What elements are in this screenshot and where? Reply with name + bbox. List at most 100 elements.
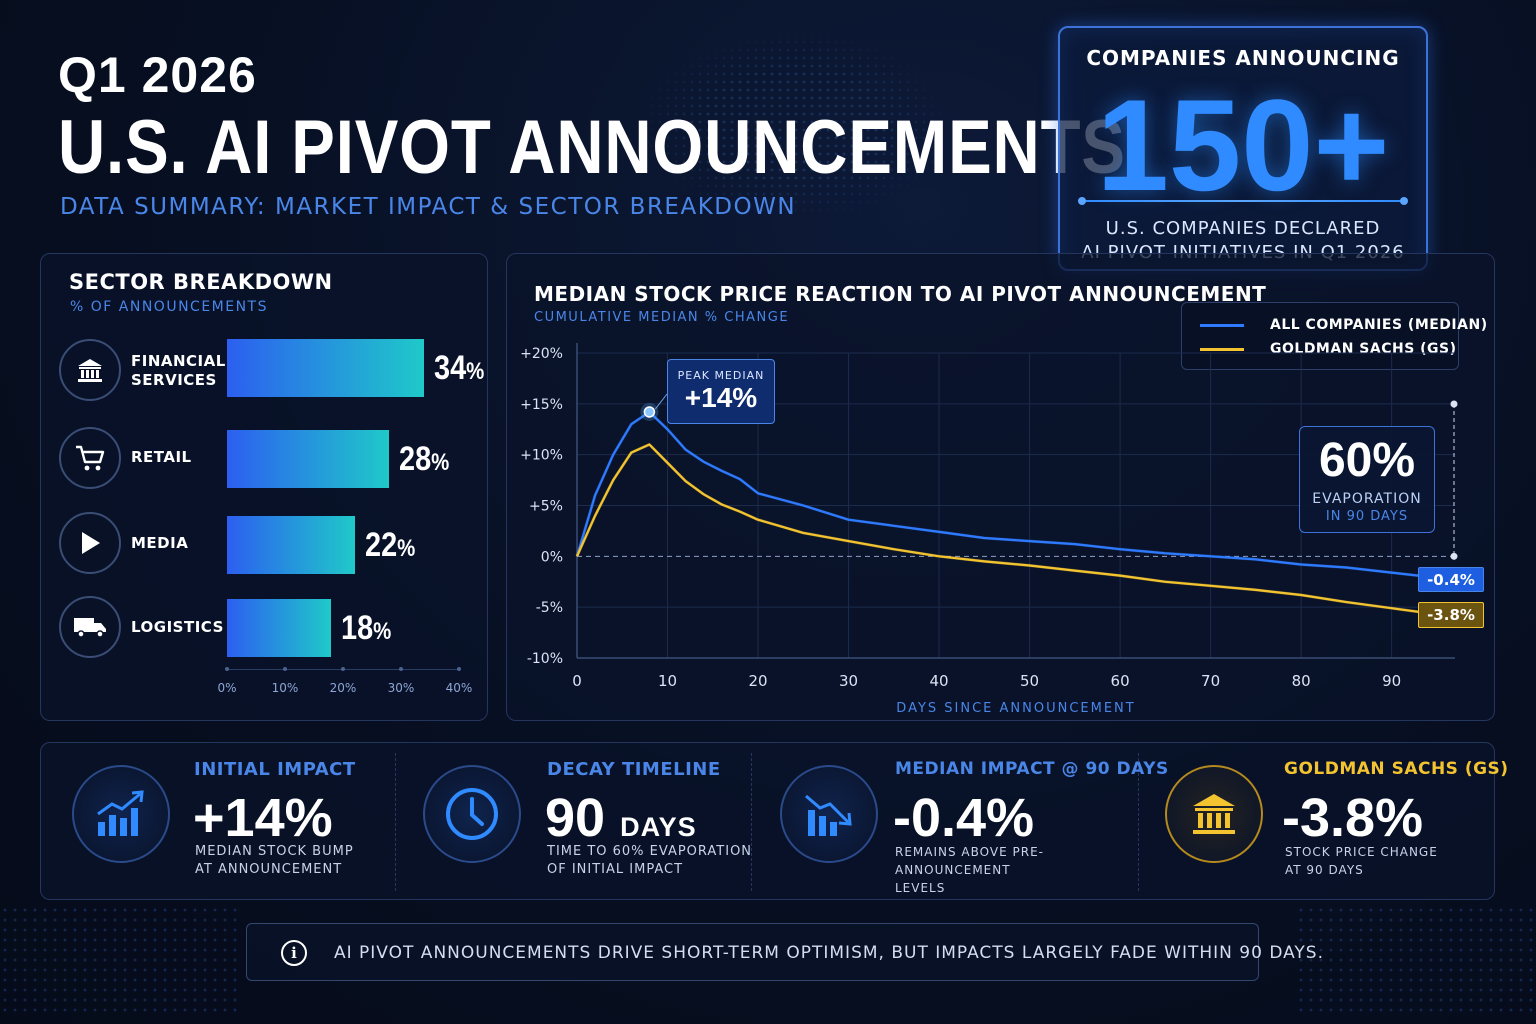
stat-separator (395, 753, 396, 891)
us-map-decoration (640, 30, 950, 220)
x-tick-label: 10 (658, 672, 677, 690)
stat-decay-note-line2: OF INITIAL IMPACT (547, 862, 684, 877)
y-tick-label: +10% (520, 448, 563, 464)
stat-gs-note-line1: STOCK PRICE CHANGE (1285, 845, 1438, 859)
sector-axis-tick-label: 30% (387, 681, 415, 695)
cart-icon (59, 427, 121, 489)
line-chart: +20% +15% +10% +5% 0% -5% -10% 0 10 20 30 40 50 60 70 8… (520, 343, 1458, 716)
end-label-gs: -3.8% (1418, 602, 1484, 628)
sector-axis-tick-label: 0% (217, 681, 237, 695)
insight-text: AI PIVOT ANNOUNCEMENTS DRIVE SHORT-TERM … (334, 943, 1324, 963)
y-tick-label: +5% (529, 499, 563, 515)
companies-count: 150+ (1096, 72, 1390, 218)
stat-initial-impact-note-line2: AT ANNOUNCEMENT (195, 862, 343, 877)
x-tick-label: 70 (1201, 672, 1220, 690)
x-tick-label: 30 (839, 672, 858, 690)
evaporation-sublabel: IN 90 DAYS (1325, 509, 1409, 524)
dot-grid-decoration-right (1296, 905, 1536, 1015)
sector-axis-tick-label: 10% (271, 681, 299, 695)
legend-swatch-gs (1200, 347, 1244, 351)
stat-initial-impact-heading: INITIAL IMPACT (194, 759, 356, 780)
end-label-all: -0.4% (1418, 567, 1484, 592)
x-axis-label: DAYS SINCE ANNOUNCEMENT (896, 701, 1135, 716)
sector-axis-tick (225, 667, 229, 671)
companies-card-divider (1078, 197, 1408, 205)
sector-axis-tick (283, 667, 287, 671)
info-icon: i (281, 940, 307, 966)
sector-label-financial: FINANCIAL SERVICES (131, 352, 226, 389)
stat-median-90-heading: MEDIAN IMPACT @ 90 DAYS (895, 759, 1169, 779)
sector-value-label: 18% (341, 609, 392, 647)
x-tick-label: 50 (1020, 672, 1039, 690)
peak-callout-value: +14% (684, 382, 758, 413)
sector-axis-tick-label: 20% (329, 681, 357, 695)
peak-callout: PEAK MEDIAN +14% (667, 359, 775, 424)
series-line-gs (575, 443, 1438, 616)
sector-label-retail: RETAIL (131, 448, 192, 466)
stat-decay-note: TIME TO 60% EVAPORATION OF INITIAL IMPAC… (547, 843, 787, 879)
stat-gs-heading: GOLDMAN SACHS (GS) (1284, 759, 1509, 779)
page-title: U.S. AI PIVOT ANNOUNCEMENTS (58, 105, 1126, 190)
legend-item-all: ALL COMPANIES (MEDIAN) (1200, 315, 1488, 335)
stat-median-90-note-line2: LEVELS (895, 881, 946, 895)
stat-separator (751, 753, 752, 891)
sector-label-logistics: LOGISTICS (131, 618, 224, 636)
sector-bar (227, 516, 355, 574)
chart-title: MEDIAN STOCK PRICE REACTION TO AI PIVOT … (534, 282, 1267, 306)
chart-down-icon (780, 765, 878, 863)
sector-axis-tick (399, 667, 403, 671)
y-tick-label: 0% (541, 549, 563, 565)
companies-card-label: COMPANIES ANNOUNCING (1086, 46, 1400, 70)
stat-decay-unit: DAYS (620, 812, 697, 842)
y-tick-label: -5% (536, 600, 563, 616)
sector-breakdown-panel: SECTOR BREAKDOWN % OF ANNOUNCEMENTS FINA… (40, 253, 488, 721)
clock-icon (423, 765, 521, 863)
sector-bar (227, 339, 425, 397)
stat-gs-note-line2: AT 90 DAYS (1285, 863, 1364, 877)
sector-bar (227, 599, 332, 657)
stock-reaction-panel: MEDIAN STOCK PRICE REACTION TO AI PIVOT … (506, 253, 1495, 721)
evaporation-value: 60% (1318, 434, 1416, 487)
header-year: Q1 2026 (58, 47, 257, 103)
evaporation-bracket-bottom (1450, 552, 1458, 560)
x-tick-label: 80 (1292, 672, 1311, 690)
sector-value-label: 34% (434, 349, 485, 387)
stat-separator (1138, 753, 1139, 891)
x-tick-label: 90 (1382, 672, 1401, 690)
evaporation-callout: 60% EVAPORATION IN 90 DAYS (1299, 426, 1435, 533)
y-tick-label: +20% (520, 346, 563, 362)
evaporation-bracket-top (1450, 400, 1458, 408)
sector-title: SECTOR BREAKDOWN (69, 270, 333, 294)
companies-card-desc-line1: U.S. COMPANIES DECLARED (1105, 218, 1381, 239)
stats-strip: INITIAL IMPACT +14% MEDIAN STOCK BUMP AT… (40, 742, 1508, 900)
stat-gs-note: STOCK PRICE CHANGE AT 90 DAYS (1285, 843, 1475, 879)
sector-bar (227, 430, 390, 488)
chart-up-icon (72, 765, 170, 863)
x-tick-label: 60 (1111, 672, 1130, 690)
sector-value-label: 28% (399, 440, 450, 478)
stat-gs-value: -3.8% (1282, 788, 1424, 848)
sector-subtitle: % OF ANNOUNCEMENTS (70, 299, 268, 315)
sector-axis-tick-label: 40% (445, 681, 473, 695)
truck-icon (59, 596, 121, 658)
stat-initial-impact-note-line1: MEDIAN STOCK BUMP (195, 844, 354, 859)
sector-axis-tick (457, 667, 461, 671)
bank-icon (1165, 765, 1263, 863)
stat-initial-impact-note: MEDIAN STOCK BUMP AT ANNOUNCEMENT (195, 843, 435, 879)
stat-median-90-value: -0.4% (893, 788, 1035, 848)
x-tick-label: 0 (572, 672, 582, 690)
legend-label-all: ALL COMPANIES (MEDIAN) (1270, 317, 1488, 333)
stat-decay-number: 90 (545, 788, 606, 848)
stat-median-90-note: REMAINS ABOVE PRE-ANNOUNCEMENT LEVELS (895, 843, 1140, 897)
insight-banner: i AI PIVOT ANNOUNCEMENTS DRIVE SHORT-TER… (246, 923, 1323, 981)
peak-marker (643, 406, 656, 418)
peak-callout-label: PEAK MEDIAN (677, 369, 765, 382)
stat-initial-impact-value: +14% (193, 788, 333, 848)
chart-subtitle: CUMULATIVE MEDIAN % CHANGE (534, 310, 790, 325)
bank-icon (59, 339, 121, 401)
stat-decay-heading: DECAY TIMELINE (547, 759, 721, 780)
sector-label-media: MEDIA (131, 534, 189, 552)
dot-grid-decoration-left (0, 905, 240, 1015)
legend-swatch-all (1200, 323, 1244, 327)
y-tick-label: -10% (527, 651, 563, 667)
